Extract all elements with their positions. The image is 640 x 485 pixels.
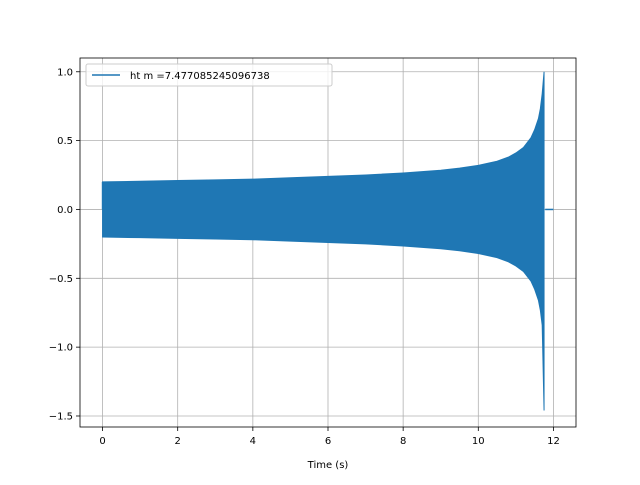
- ticks: 0 2 4 6 8 10 12 −1.5 −1.0 −0.5 0.0 0.5 1.0: [49, 67, 560, 447]
- x-tick-label: 4: [250, 436, 256, 447]
- x-tick-label: 10: [472, 436, 485, 447]
- y-tick-label: 1.0: [57, 67, 73, 78]
- y-tick-label: 0.5: [57, 136, 73, 147]
- y-tick-label: 0.0: [57, 205, 73, 216]
- x-axis-label: Time (s): [307, 460, 349, 471]
- y-tick-label: −0.5: [49, 274, 73, 285]
- legend-label: ht m =7.477085245096738: [130, 71, 270, 82]
- x-tick-label: 8: [400, 436, 406, 447]
- legend-box: [85, 63, 333, 87]
- legend: ht m =7.477085245096738: [85, 63, 333, 87]
- series-layer: [101, 71, 554, 411]
- x-tick-label: 6: [325, 436, 331, 447]
- x-tick-label: 12: [547, 436, 560, 447]
- y-tick-label: −1.5: [49, 411, 73, 422]
- x-tick-label: 0: [99, 436, 105, 447]
- x-tick-label: 2: [175, 436, 181, 447]
- y-tick-label: −1.0: [49, 343, 73, 354]
- series-envelope: [102, 71, 545, 411]
